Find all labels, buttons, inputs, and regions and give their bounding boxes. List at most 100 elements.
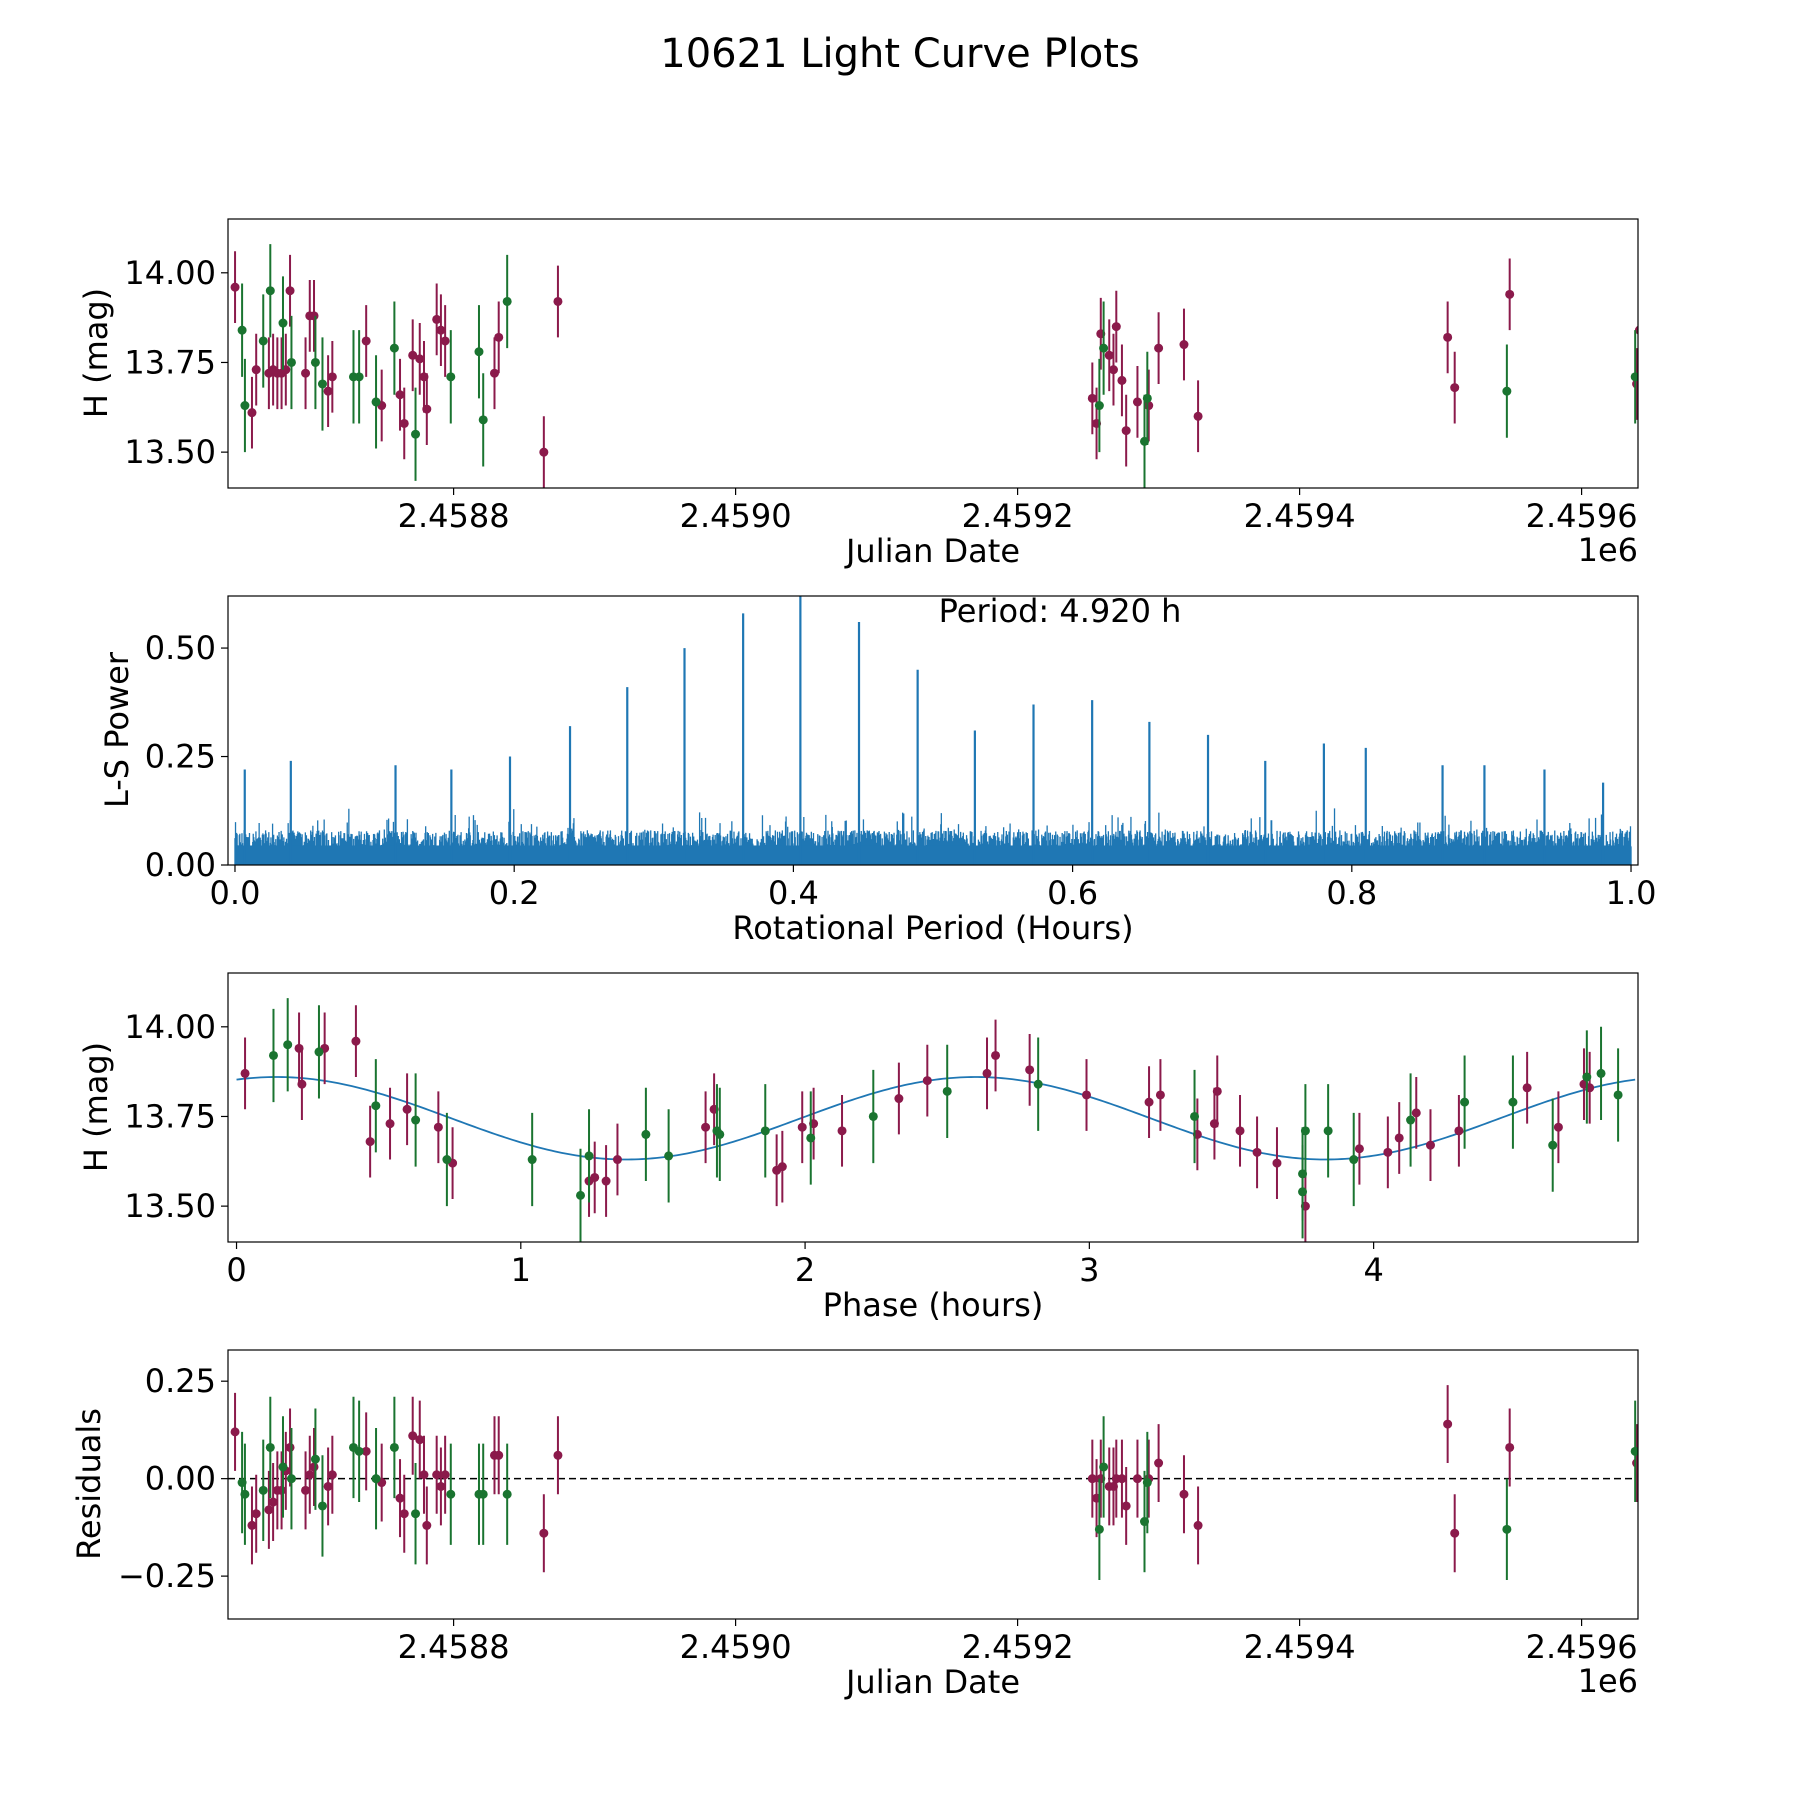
red-data-point [301, 368, 311, 378]
green-data-point [868, 1111, 878, 1121]
red-data-point [894, 1094, 904, 1104]
red-data-point [539, 1528, 549, 1538]
phased-panel: 0 1 2 3 4 13.50 13.75 14.00 Phase (hours) H (m… [77, 972, 1639, 1324]
green-data-point [1502, 386, 1512, 396]
green-data-point [278, 318, 288, 328]
red-data-point [1117, 375, 1127, 385]
lightcurve-ylabel: H (mag) [77, 288, 115, 418]
green-data-point [1190, 1111, 1200, 1121]
green-data-point [1099, 1462, 1109, 1472]
green-data-point [1502, 1524, 1512, 1534]
red-data-point [1411, 1108, 1421, 1118]
figure-title: 10621 Light Curve Plots [660, 31, 1139, 77]
red-data-point [1111, 322, 1121, 332]
red-data-point [230, 282, 240, 292]
phased-xtick-label: 3 [1079, 1251, 1099, 1289]
red-data-point [1087, 393, 1097, 403]
green-data-point [942, 1086, 952, 1096]
green-data-point [265, 1442, 275, 1452]
red-data-point [351, 1036, 361, 1046]
red-data-point [432, 314, 442, 324]
residuals-ytick-label: −0.25 [118, 1557, 216, 1595]
periodogram-marks [234, 596, 1632, 865]
red-data-point [1155, 1090, 1165, 1100]
period-annotation: Period: 4.920 h [939, 592, 1182, 630]
periodogram-xtick-label: 0.4 [768, 874, 819, 912]
red-data-point [590, 1172, 600, 1182]
red-data-point [268, 1497, 278, 1507]
red-data-point [1154, 343, 1164, 353]
red-data-point [301, 1485, 311, 1495]
model-fit-curve [236, 1076, 1636, 1161]
red-data-point [247, 408, 257, 418]
green-data-point [1142, 393, 1152, 403]
red-data-point [1632, 1458, 1638, 1468]
red-data-point [553, 296, 563, 306]
red-data-point [433, 1122, 443, 1132]
red-data-point [1082, 1090, 1092, 1100]
green-data-point [442, 1155, 452, 1165]
red-data-point [415, 1435, 425, 1445]
green-data-point [240, 401, 250, 411]
green-data-point [1300, 1126, 1310, 1136]
lightcurve-panel: 2.4588 2.4590 2.4592 2.4594 2.4596 13.50 13.7… [77, 218, 1639, 570]
green-data-point [1508, 1097, 1518, 1107]
green-data-point [446, 1489, 456, 1499]
red-data-point [399, 1509, 409, 1519]
periodogram-y-ticks: 0.00 0.25 0.50 [145, 629, 228, 884]
lightcurve-plot-area [230, 244, 1638, 488]
phased-y-ticks: 13.50 13.75 14.00 [124, 1008, 228, 1225]
periodogram-panel: 0.0 0.2 0.4 0.6 0.8 1.0 0.00 0.25 0.50 Period: … [98, 592, 1656, 947]
phased-xtick-label: 4 [1363, 1251, 1383, 1289]
phased-ytick-label: 13.50 [124, 1187, 216, 1225]
red-data-point [408, 350, 418, 360]
residuals-panel: 2.4588 2.4590 2.4592 2.4594 2.4596 −0.25 0.00… [70, 1349, 1639, 1701]
green-data-point [576, 1190, 585, 1200]
red-data-point [1394, 1133, 1404, 1143]
red-data-point [1193, 411, 1203, 421]
residuals-plot-area [228, 1385, 1638, 1581]
red-data-point [422, 404, 432, 414]
red-data-point [1132, 397, 1142, 407]
red-data-point [385, 1119, 395, 1129]
lightcurve-xtick-label: 2.4594 [1244, 497, 1356, 535]
red-data-point [422, 1520, 432, 1530]
lightcurve-x-offset: 1e6 [1578, 531, 1638, 569]
red-data-point [419, 1470, 429, 1480]
green-data-point [478, 1489, 488, 1499]
red-data-point [247, 1520, 257, 1530]
residuals-x-offset: 1e6 [1578, 1662, 1638, 1700]
residuals-xtick-label: 2.4588 [398, 1628, 510, 1666]
red-data-point [1252, 1147, 1262, 1157]
residuals-marks [228, 1385, 1638, 1581]
residuals-axes-frame [227, 1349, 1639, 1620]
red-data-point [1634, 325, 1638, 335]
phased-xtick-label: 1 [511, 1251, 531, 1289]
red-data-point [432, 1470, 442, 1480]
red-data-point [1144, 1097, 1154, 1107]
red-data-point [436, 325, 446, 335]
red-data-point [1505, 1442, 1515, 1452]
red-data-point [230, 1427, 240, 1437]
red-data-point [1193, 1520, 1203, 1530]
phased-axes-frame [227, 972, 1639, 1243]
green-data-point [1613, 1090, 1623, 1100]
residuals-ylabel: Residuals [70, 1408, 108, 1560]
green-data-point [389, 343, 399, 353]
red-data-point [240, 1068, 250, 1078]
red-data-point [395, 1493, 405, 1503]
red-data-point [1553, 1122, 1563, 1132]
red-data-point [251, 365, 261, 375]
residuals-xtick-label: 2.4596 [1526, 1628, 1638, 1666]
red-data-point [1354, 1144, 1364, 1154]
red-data-point [494, 332, 504, 342]
green-data-point [1349, 1155, 1359, 1165]
red-data-point [436, 1481, 446, 1491]
red-data-point [1522, 1083, 1532, 1093]
red-data-point [1450, 1528, 1460, 1538]
phased-xlabel: Phase (hours) [823, 1286, 1044, 1324]
green-data-point [258, 336, 268, 346]
periodogram-xtick-label: 1.0 [1606, 874, 1657, 912]
red-data-point [494, 1450, 504, 1460]
